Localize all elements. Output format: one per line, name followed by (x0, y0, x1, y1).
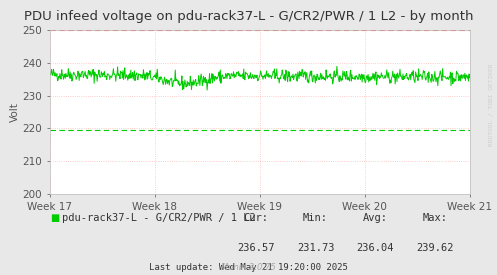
Text: Munin 2.0.75: Munin 2.0.75 (221, 263, 276, 272)
Text: Cur:: Cur: (244, 213, 268, 223)
Text: 236.04: 236.04 (356, 243, 394, 253)
Text: RRDTOOL / TOBI OETIKER: RRDTOOL / TOBI OETIKER (488, 63, 493, 146)
Text: pdu-rack37-L - G/CR2/PWR / 1 L2: pdu-rack37-L - G/CR2/PWR / 1 L2 (62, 213, 256, 223)
Y-axis label: Volt: Volt (9, 102, 19, 122)
Text: 231.73: 231.73 (297, 243, 334, 253)
Text: Max:: Max: (422, 213, 447, 223)
Text: ■: ■ (50, 213, 59, 223)
Text: Last update: Wed May 21 19:20:00 2025: Last update: Wed May 21 19:20:00 2025 (149, 263, 348, 272)
Text: Avg:: Avg: (363, 213, 388, 223)
Text: Min:: Min: (303, 213, 328, 223)
Text: 236.57: 236.57 (237, 243, 275, 253)
Text: 239.62: 239.62 (416, 243, 454, 253)
Text: PDU infeed voltage on pdu-rack37-L - G/CR2/PWR / 1 L2 - by month: PDU infeed voltage on pdu-rack37-L - G/C… (24, 10, 473, 23)
